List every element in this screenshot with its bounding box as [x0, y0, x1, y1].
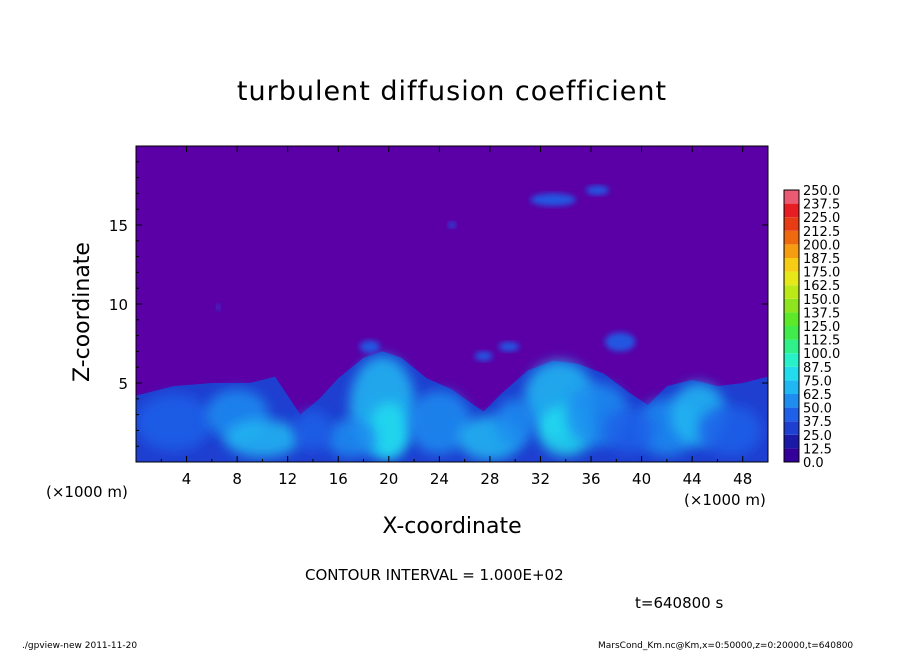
colorbar-swatch — [784, 230, 799, 245]
colorbar-swatch — [784, 244, 799, 258]
x-tick-label: 20 — [379, 470, 398, 488]
colorbar-swatch — [784, 271, 799, 286]
colorbar-swatch — [784, 407, 799, 422]
x-tick-label: 44 — [683, 470, 702, 488]
colorbar-swatch — [784, 190, 799, 204]
turbulence-blob — [294, 409, 332, 451]
footer-left: ./gpview-new 2011-11-20 — [22, 641, 138, 651]
x-tick-label: 16 — [329, 470, 348, 488]
colorbar-frame — [783, 189, 800, 463]
turbulence-blob — [407, 390, 471, 455]
colorbar-level-label: 175.0 — [803, 266, 840, 281]
colorbar-level-label: 125.0 — [803, 320, 840, 335]
colorbar-swatch — [784, 326, 799, 340]
x-tick-label: 24 — [430, 470, 449, 488]
turbulence-blob — [698, 405, 762, 456]
y-tick-label: 5 — [118, 375, 128, 393]
x-tick-label: 8 — [232, 470, 242, 488]
colorbar-level-label: 100.0 — [803, 347, 840, 362]
footer-right: MarsCond_Km.nc@Km,x=0:50000,z=0:20000,t=… — [598, 641, 854, 651]
colorbar-swatch — [784, 258, 799, 272]
turbulence-blob — [136, 394, 212, 451]
time-label: t=640800 s — [635, 594, 724, 612]
x-tick-label: 28 — [480, 470, 499, 488]
colorbar-swatch — [784, 217, 799, 231]
colorbar-level-label: 50.0 — [803, 402, 832, 417]
colorbar-level-label: 75.0 — [803, 374, 832, 389]
eddy-speck — [448, 221, 456, 229]
contour-interval-note: CONTOUR INTERVAL = 1.000E+02 — [305, 566, 564, 584]
colorbar-level-label: 237.5 — [803, 198, 840, 213]
colorbar-swatch — [784, 312, 799, 326]
colorbar-level-label: 187.5 — [803, 252, 840, 267]
colorbar-swatch — [784, 421, 799, 435]
chart-title: turbulent diffusion coefficient — [236, 76, 668, 107]
turbulence-blob — [325, 419, 377, 458]
colorbar-swatch — [784, 366, 799, 381]
eddy-speck — [216, 304, 221, 311]
eddy-speck — [530, 193, 576, 207]
colorbar-swatch — [784, 448, 799, 462]
x-axis-label: X-coordinate — [382, 514, 522, 539]
x-axis-unit-right: (×1000 m) — [684, 491, 766, 509]
colorbar-swatch — [784, 353, 799, 367]
colorbar-level-label: 0.0 — [803, 456, 824, 471]
eddy-speck — [585, 185, 609, 195]
turbulence-blob — [603, 408, 655, 453]
colorbar-level-label: 62.5 — [803, 388, 832, 403]
x-tick-label: 40 — [632, 470, 651, 488]
y-tick-label: 15 — [109, 217, 128, 235]
colorbar-level-label: 87.5 — [803, 361, 832, 376]
eddy-speck — [474, 351, 493, 361]
x-tick-label: 36 — [581, 470, 600, 488]
colorbar: 0.012.525.037.550.062.575.087.5100.0112.… — [783, 184, 840, 471]
colorbar-level-label: 225.0 — [803, 211, 840, 226]
colorbar-level-label: 250.0 — [803, 184, 840, 199]
colorbar-level-label: 212.5 — [803, 225, 840, 240]
colorbar-level-label: 150.0 — [803, 293, 840, 308]
colorbar-swatch — [784, 203, 799, 218]
colorbar-swatch — [784, 434, 799, 449]
colorbar-level-label: 162.5 — [803, 279, 840, 294]
colorbar-swatch — [784, 298, 799, 313]
colorbar-level-label: 137.5 — [803, 306, 840, 321]
heatmap-field — [136, 146, 768, 462]
eddy-speck — [498, 341, 519, 352]
turbulence-blob — [368, 401, 410, 459]
x-axis-unit-left: (×1000 m) — [46, 483, 128, 501]
colorbar-swatch — [784, 339, 799, 354]
colorbar-level-label: 12.5 — [803, 442, 832, 457]
turbulence-blob — [224, 419, 301, 458]
colorbar-swatch — [784, 394, 799, 408]
x-tick-label: 12 — [278, 470, 297, 488]
x-axis-ticks: 4 8 12 16 20 24 28 32 36 40 44 48 — [160, 146, 752, 488]
y-axis-ticks: 5 10 15 — [109, 161, 768, 447]
x-tick-label: 32 — [531, 470, 550, 488]
colorbar-swatch — [784, 380, 799, 394]
eddy-speck — [359, 340, 380, 353]
colorbar-level-label: 25.0 — [803, 429, 832, 444]
x-tick-label: 48 — [733, 470, 752, 488]
x-tick-label: 4 — [182, 470, 192, 488]
eddy-speck — [604, 332, 636, 352]
colorbar-level-label: 200.0 — [803, 238, 840, 253]
colorbar-level-label: 37.5 — [803, 415, 832, 430]
colorbar-swatch — [784, 285, 799, 299]
colorbar-level-label: 112.5 — [803, 334, 840, 349]
turbulence-blob — [494, 398, 536, 447]
y-tick-label: 10 — [109, 296, 128, 314]
